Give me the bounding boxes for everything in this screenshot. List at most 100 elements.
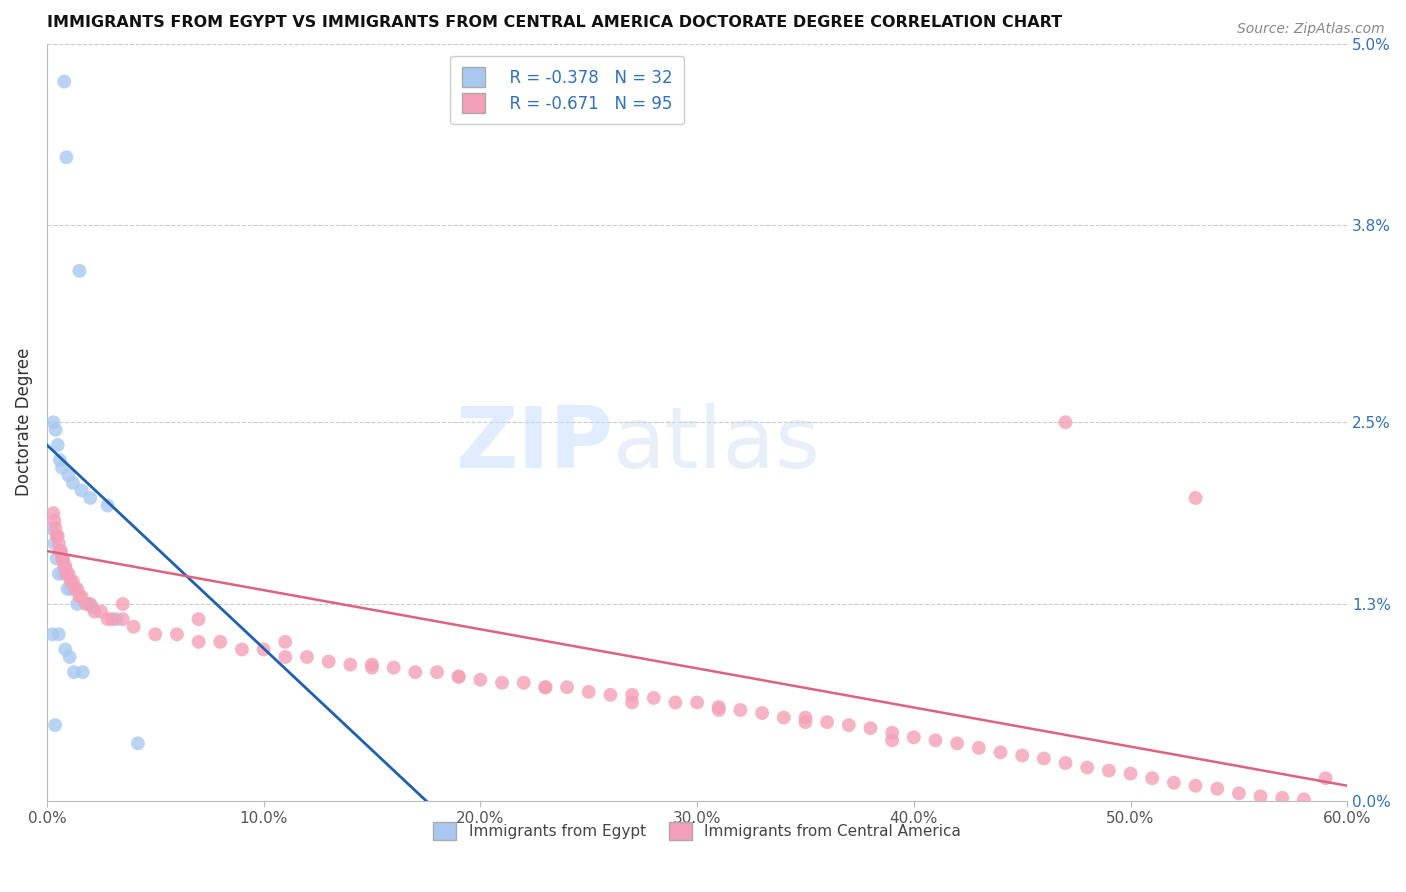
Point <box>53 559 76 574</box>
Point <box>52 566 75 581</box>
Point <box>101 612 124 626</box>
Point <box>122 620 145 634</box>
Point <box>111 612 134 626</box>
Point <box>382 660 405 674</box>
Point <box>274 635 297 649</box>
Point <box>815 715 838 730</box>
Point <box>447 670 470 684</box>
Point <box>555 681 578 695</box>
Point <box>97 499 120 513</box>
Point <box>1184 779 1206 793</box>
Point <box>707 700 730 714</box>
Point <box>48 536 70 550</box>
Point <box>66 597 89 611</box>
Point <box>252 642 274 657</box>
Point <box>45 423 67 437</box>
Point <box>794 715 817 730</box>
Point <box>127 736 149 750</box>
Point <box>1163 775 1185 789</box>
Point <box>295 650 318 665</box>
Point <box>209 635 232 649</box>
Point <box>67 264 90 278</box>
Point <box>1098 764 1121 778</box>
Point <box>46 529 69 543</box>
Point <box>45 529 67 543</box>
Point <box>361 660 384 674</box>
Point <box>361 657 384 672</box>
Point <box>44 718 66 732</box>
Point <box>686 695 709 709</box>
Point <box>599 688 621 702</box>
Point <box>187 612 209 626</box>
Point <box>664 695 686 709</box>
Point <box>53 74 76 88</box>
Point <box>621 688 644 702</box>
Point <box>45 551 67 566</box>
Point <box>1054 756 1077 770</box>
Point <box>447 670 470 684</box>
Point <box>111 597 134 611</box>
Point <box>62 475 84 490</box>
Text: ZIP: ZIP <box>454 403 613 486</box>
Point <box>838 718 860 732</box>
Point <box>730 703 752 717</box>
Legend: Immigrants from Egypt, Immigrants from Central America: Immigrants from Egypt, Immigrants from C… <box>427 816 967 847</box>
Y-axis label: Doctorate Degree: Doctorate Degree <box>15 348 32 497</box>
Point <box>53 559 76 574</box>
Point <box>1206 781 1229 796</box>
Point <box>58 468 80 483</box>
Point <box>1292 792 1315 806</box>
Point <box>62 574 84 589</box>
Point <box>66 582 89 596</box>
Point <box>707 703 730 717</box>
Point <box>70 483 93 498</box>
Point <box>318 655 340 669</box>
Point <box>772 710 794 724</box>
Point <box>903 731 925 745</box>
Point <box>42 506 65 520</box>
Point <box>274 650 297 665</box>
Point <box>70 590 93 604</box>
Point <box>859 721 882 735</box>
Point <box>1032 751 1054 765</box>
Point <box>97 612 120 626</box>
Point <box>105 612 128 626</box>
Point <box>1076 760 1098 774</box>
Point <box>1119 766 1142 780</box>
Point <box>231 642 253 657</box>
Point <box>52 551 75 566</box>
Point <box>82 600 104 615</box>
Point <box>41 627 63 641</box>
Point <box>83 605 105 619</box>
Point <box>882 733 904 747</box>
Point <box>55 566 77 581</box>
Point <box>534 681 557 695</box>
Point <box>1315 771 1337 785</box>
Point <box>882 725 904 739</box>
Point <box>51 460 73 475</box>
Point <box>58 566 80 581</box>
Point <box>967 740 990 755</box>
Text: atlas: atlas <box>613 403 821 486</box>
Point <box>187 635 209 649</box>
Text: Source: ZipAtlas.com: Source: ZipAtlas.com <box>1237 22 1385 37</box>
Text: IMMIGRANTS FROM EGYPT VS IMMIGRANTS FROM CENTRAL AMERICA DOCTORATE DEGREE CORREL: IMMIGRANTS FROM EGYPT VS IMMIGRANTS FROM… <box>46 15 1062 30</box>
Point <box>426 665 449 680</box>
Point <box>45 521 67 535</box>
Point <box>924 733 946 747</box>
Point <box>44 514 66 528</box>
Point <box>512 675 534 690</box>
Point <box>56 582 79 596</box>
Point <box>39 521 62 535</box>
Point <box>48 566 70 581</box>
Point <box>946 736 969 750</box>
Point <box>470 673 492 687</box>
Point <box>1250 789 1272 804</box>
Point <box>79 597 101 611</box>
Point <box>51 551 73 566</box>
Point <box>55 150 77 164</box>
Point <box>63 665 86 680</box>
Point <box>49 544 72 558</box>
Point <box>166 627 188 641</box>
Point <box>578 685 600 699</box>
